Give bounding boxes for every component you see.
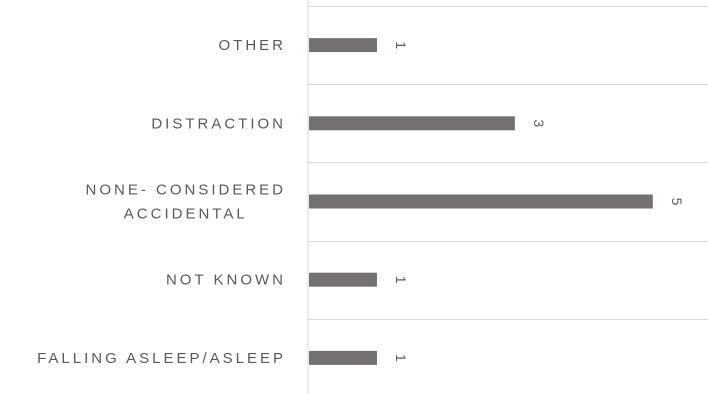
category-label: DISTRACTION bbox=[151, 115, 286, 132]
bar bbox=[309, 350, 377, 365]
data-label: 1 bbox=[393, 276, 409, 284]
data-label: 1 bbox=[393, 354, 409, 362]
data-label: 3 bbox=[531, 119, 547, 127]
category-label: OTHER bbox=[219, 37, 287, 54]
category-label: NONE- CONSIDERED ACCIDENTAL bbox=[85, 182, 286, 223]
category-label: NOT KNOWN bbox=[166, 272, 286, 289]
gridlines bbox=[308, 6, 708, 320]
bars bbox=[309, 38, 653, 365]
category-label: FALLING ASLEEP/ASLEEP bbox=[37, 350, 286, 367]
bar bbox=[309, 272, 377, 287]
bar bbox=[309, 116, 515, 131]
data-label: 5 bbox=[669, 198, 685, 206]
data-labels: 1 3 5 1 1 bbox=[393, 41, 685, 362]
data-label: 1 bbox=[393, 41, 409, 49]
bar bbox=[309, 194, 653, 209]
category-labels: OTHER DISTRACTION NONE- CONSIDERED ACCIDENT… bbox=[37, 37, 287, 367]
bar bbox=[309, 38, 377, 53]
